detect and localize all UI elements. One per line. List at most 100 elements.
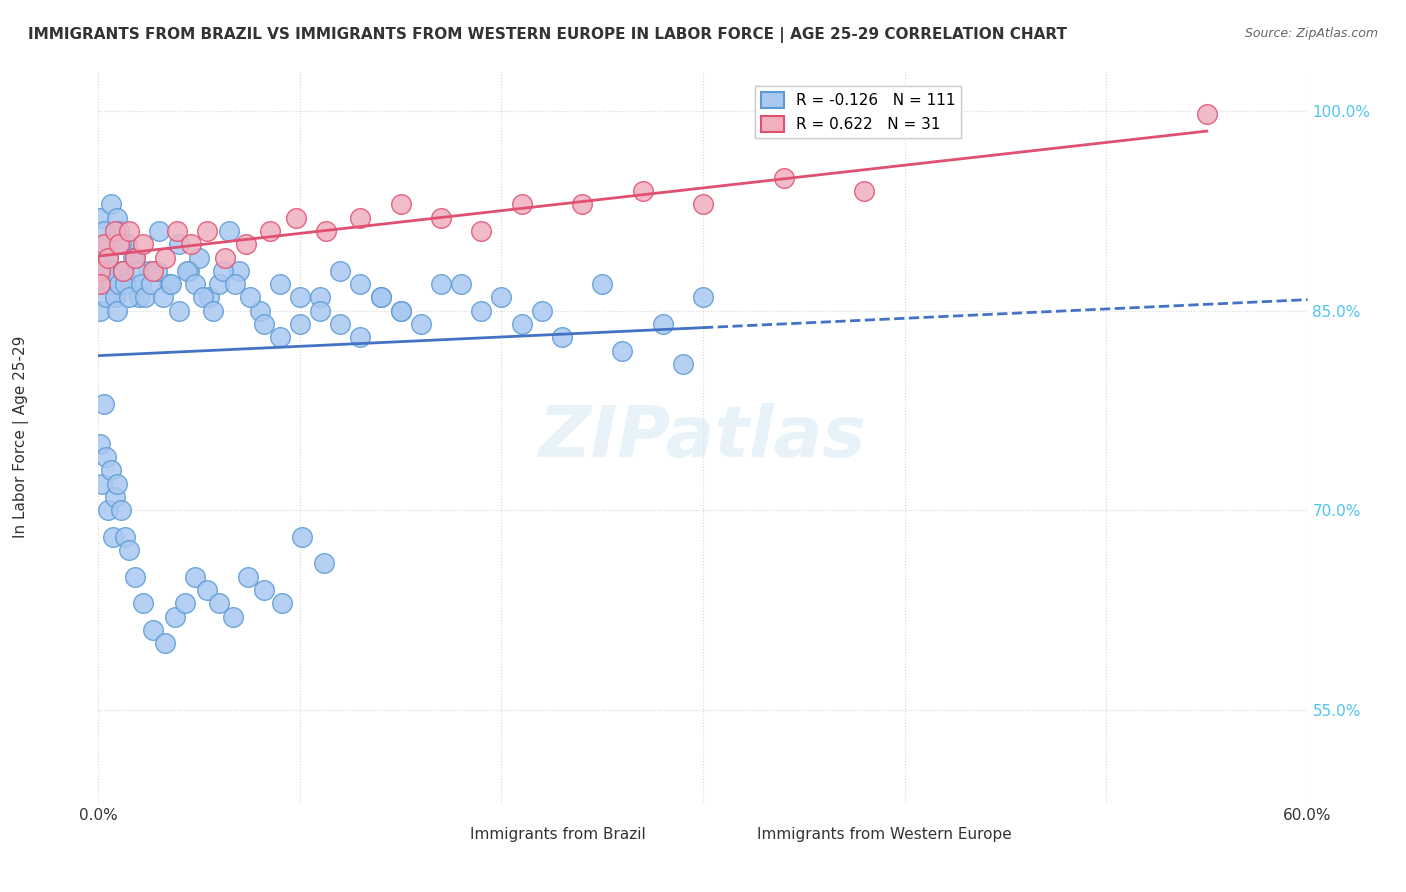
Point [125,264,148,278]
Point [214,251,236,265]
Point [115,237,138,252]
Point [349,330,371,344]
Text: Source: ZipAtlas.com: Source: ZipAtlas.com [1244,27,1378,40]
Point [259,224,281,238]
Point [93,397,115,411]
Point [239,290,262,304]
Point [291,530,314,544]
Point [692,290,714,304]
Point [89,277,111,292]
Point [212,264,235,278]
Point [96,264,118,278]
Point [591,277,613,292]
Point [153,251,176,265]
Point [269,277,291,292]
Point [853,184,876,198]
Point [96,290,118,304]
Point [160,277,183,292]
Point [97,251,120,265]
Point [195,224,218,238]
Point [118,224,141,238]
Point [142,623,165,637]
Point [120,277,142,292]
Point [97,251,120,265]
Point [253,582,276,597]
Point [288,317,311,331]
Y-axis label: In Labor Force | Age 25-29: In Labor Force | Age 25-29 [13,336,30,538]
Point [370,290,392,304]
Point [110,237,132,252]
Point [134,290,156,304]
Point [157,277,180,292]
Point [284,211,307,225]
Point [208,596,231,610]
Point [631,184,654,198]
Point [329,264,352,278]
Point [114,530,136,544]
Point [430,277,453,292]
Point [93,264,115,278]
Point [163,609,186,624]
Point [91,476,114,491]
Point [124,570,146,584]
Point [101,264,124,278]
Point [97,237,120,252]
Point [314,557,336,571]
Point [1195,107,1218,121]
Text: Immigrants from Brazil: Immigrants from Brazil [470,828,645,842]
Point [91,277,114,292]
Point [491,290,513,304]
Point [152,290,174,304]
Point [96,450,118,464]
Point [184,277,207,292]
Point [612,343,634,358]
Point [269,330,291,344]
Point [202,303,225,318]
Point [510,197,533,211]
Point [224,277,246,292]
Point [389,197,412,211]
Point [180,237,202,252]
Text: ZIPatlas: ZIPatlas [540,402,866,472]
Point [114,277,136,292]
Point [110,503,132,517]
Point [349,277,371,292]
Point [389,303,412,318]
Point [208,277,231,292]
Point [772,170,794,185]
Point [103,290,125,304]
Point [118,543,141,558]
Point [288,290,311,304]
Point [138,264,160,278]
Point [228,264,250,278]
Point [121,251,143,265]
Point [148,224,170,238]
Point [124,251,146,265]
Point [153,636,176,650]
Point [218,224,240,238]
Point [105,476,128,491]
Point [142,264,165,278]
Point [89,211,111,225]
Point [146,264,169,278]
Point [571,197,593,211]
Point [111,264,134,278]
Point [100,197,122,211]
Point [430,211,453,225]
Point [107,237,129,252]
Point [315,224,337,238]
Text: Immigrants from Western Europe: Immigrants from Western Europe [756,828,1012,842]
Point [111,264,134,278]
Point [450,277,472,292]
Point [101,530,124,544]
Point [97,503,120,517]
Point [107,224,129,238]
Point [249,303,271,318]
Point [129,277,152,292]
Point [470,303,492,318]
Point [195,582,218,597]
Point [118,290,141,304]
Point [101,277,124,292]
Point [309,290,332,304]
Point [111,264,134,278]
